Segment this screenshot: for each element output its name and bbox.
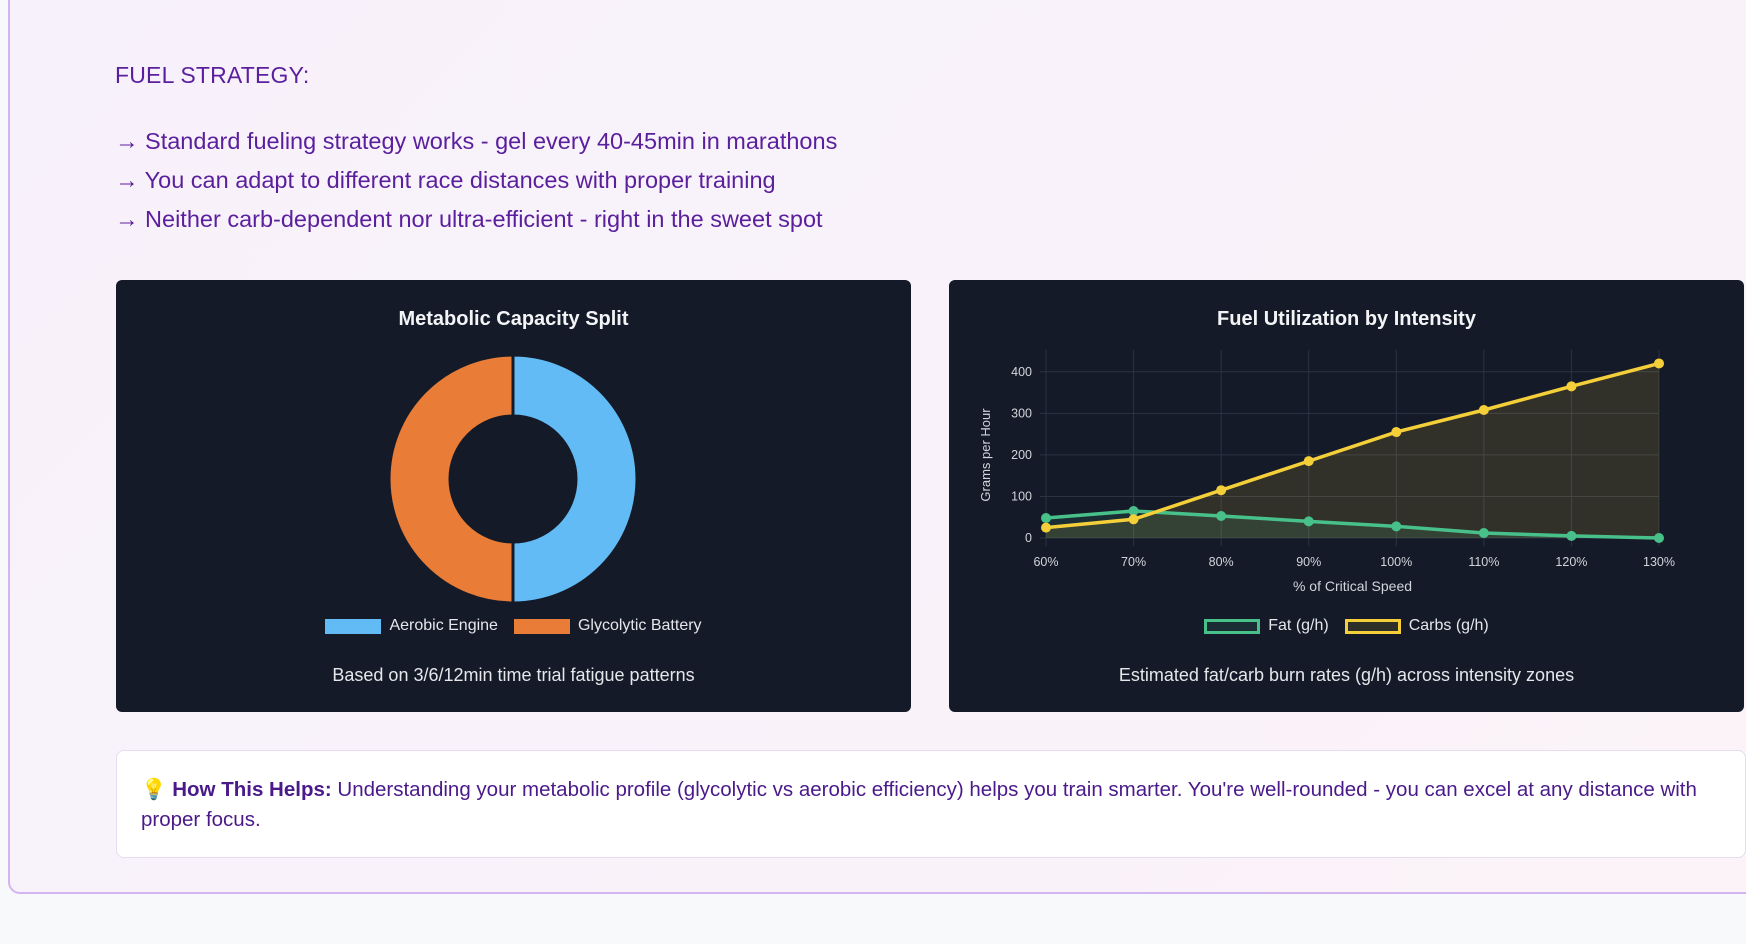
doughnut-slice-aerobic [511, 353, 639, 605]
y-tick-label: 400 [1011, 365, 1032, 379]
tip-label: How This Helps: [172, 778, 332, 801]
data-point-carbs [1041, 522, 1051, 533]
tip-text: Understanding your metabolic profile (gl… [141, 778, 1697, 831]
area-carbs [1046, 363, 1659, 538]
line-chart: 0 100 200 300 400 60% 70% 80% 90% 100% 110% 120% 130… [978, 350, 1675, 594]
legend-swatch-fat [1204, 618, 1261, 634]
doughnut-legend: Aerobic Engine Glycolytic Battery [116, 617, 911, 635]
doughnut-slice-glycolytic [387, 353, 515, 605]
fuel-strategy-section: FUEL STRATEGY: → Standard fueling strate… [115, 62, 837, 239]
data-point-carbs [1654, 358, 1664, 369]
series-line-carbs [1045, 361, 1660, 530]
line-legend: Fat (g/h) Carbs (g/h) [949, 617, 1744, 635]
fuel-strategy-line: → Standard fueling strategy works - gel … [115, 128, 838, 154]
doughnut-chart-title: Metabolic Capacity Split [398, 308, 629, 330]
legend-label-fat: Fat (g/h) [1268, 617, 1329, 634]
x-tick-label: 110% [1468, 555, 1499, 569]
y-tick-label: 0 [1025, 531, 1032, 545]
doughnut-chart [387, 353, 639, 605]
x-tick-label: 130% [1643, 555, 1675, 569]
x-tick-label: 90% [1296, 555, 1321, 569]
line-chart-title: Fuel Utilization by Intensity [1217, 308, 1476, 330]
legend-item-fat[interactable]: Fat (g/h) [1204, 617, 1329, 635]
x-tick-label: 60% [1033, 555, 1058, 569]
x-tick-label: 100% [1380, 555, 1412, 569]
data-point-carbs [1128, 514, 1139, 525]
data-point-fat [1391, 521, 1402, 532]
legend-swatch-carbs [1344, 618, 1401, 634]
y-tick-label: 200 [1011, 448, 1032, 462]
legend-swatch-glycolytic [513, 618, 570, 634]
metabolic-capacity-panel: Metabolic Capacity Split Aerobic Engine … [116, 280, 911, 712]
fuel-utilization-panel: Fuel Utilization by Intensity 0 100 200 300… [949, 280, 1744, 712]
fuel-strategy-line: → You can adapt to different race distan… [115, 167, 776, 193]
x-tick-label: 80% [1209, 555, 1234, 569]
line-chart-caption: Estimated fat/carb burn rates (g/h) acro… [1118, 665, 1575, 685]
x-tick-label: 70% [1121, 555, 1146, 569]
lightbulb-icon: 💡 [141, 778, 167, 801]
doughnut-caption: Based on 3/6/12min time trial fatigue pa… [332, 665, 695, 685]
data-point-carbs [1216, 485, 1227, 496]
legend-item-carbs[interactable]: Carbs (g/h) [1344, 617, 1489, 635]
legend-label-carbs: Carbs (g/h) [1408, 617, 1489, 634]
data-point-carbs [1478, 405, 1489, 416]
data-point-fat [1303, 516, 1314, 527]
data-point-fat [1216, 510, 1227, 521]
data-point-fat [1041, 513, 1051, 524]
legend-item-glycolytic[interactable]: Glycolytic Battery [513, 617, 702, 635]
series-line-fat [1045, 509, 1660, 540]
y-tick-label: 300 [1011, 406, 1032, 420]
data-point-fat [1566, 530, 1577, 541]
x-axis-title: % of Critical Speed [1293, 578, 1412, 594]
x-tick-label: 120% [1555, 555, 1587, 569]
data-point-carbs [1566, 381, 1577, 392]
legend-item-aerobic[interactable]: Aerobic Engine [325, 617, 498, 635]
y-tick-label: 100 [1011, 489, 1032, 503]
data-point-fat [1128, 505, 1139, 516]
data-point-carbs [1303, 456, 1314, 467]
y-axis-title: Grams per Hour [978, 408, 993, 502]
how-this-helps-tip: 💡 How This Helps: Understanding your met… [116, 750, 1746, 858]
fuel-strategy-heading: FUEL STRATEGY: [115, 62, 310, 88]
fuel-strategy-line: → Neither carb-dependent nor ultra-effic… [115, 206, 823, 232]
legend-swatch-aerobic [325, 618, 382, 634]
legend-label-aerobic: Aerobic Engine [389, 617, 498, 634]
data-point-fat [1478, 528, 1489, 539]
legend-label-glycolytic: Glycolytic Battery [577, 617, 702, 634]
data-point-fat [1654, 533, 1664, 543]
data-point-carbs [1391, 427, 1402, 438]
